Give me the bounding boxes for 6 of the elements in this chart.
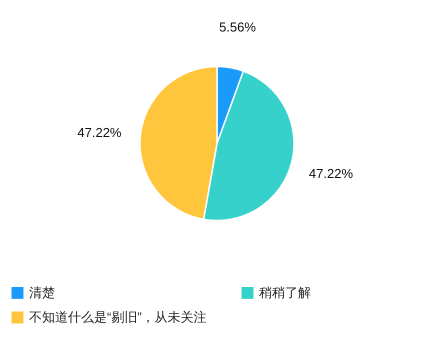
legend-label: 清楚	[29, 284, 55, 300]
data-label: 47.22%	[308, 166, 354, 182]
legend-label: 不知道什么是“剔旧”，从未关注	[29, 310, 207, 324]
data-label: 47.22%	[77, 125, 122, 140]
data-label: 5.56%	[219, 19, 256, 34]
legend-label: 稍稍了解	[259, 284, 311, 300]
